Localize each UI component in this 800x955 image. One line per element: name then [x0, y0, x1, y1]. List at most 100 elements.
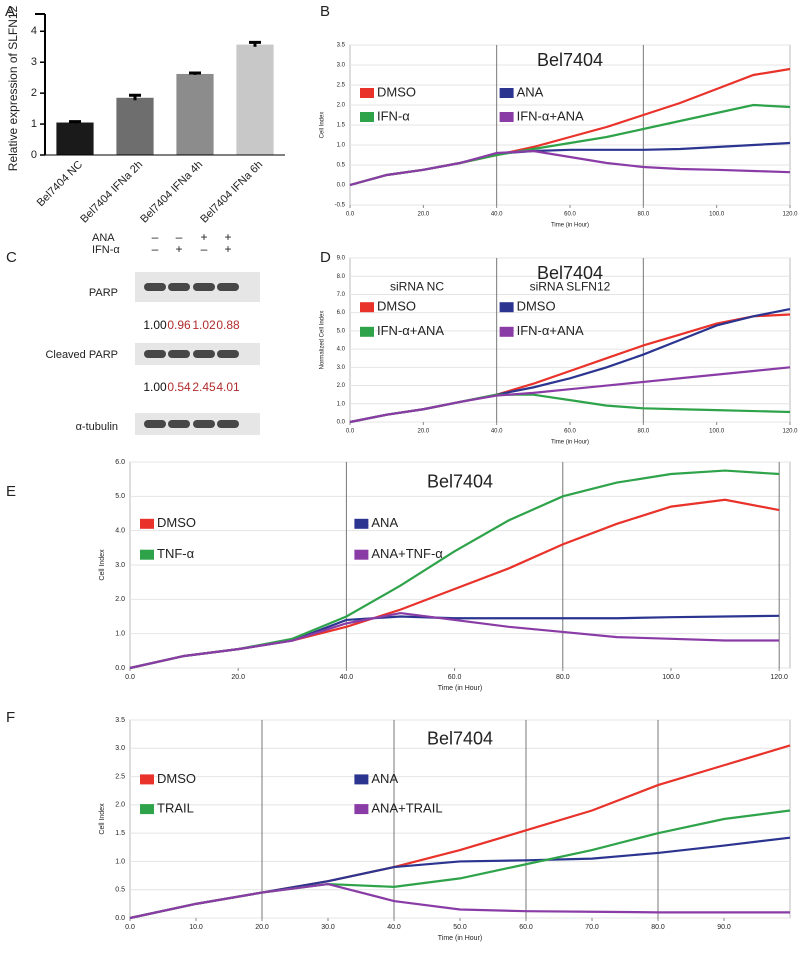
x-axis-label: Time (in Hour) — [551, 440, 589, 446]
x-tick-label: 60.0 — [448, 674, 462, 681]
x-tick-label: 20.0 — [417, 212, 429, 218]
condition-mark: + — [224, 242, 231, 256]
y-tick-label: 4 — [31, 25, 37, 37]
x-tick-label: 100.0 — [709, 429, 725, 435]
y-tick-label: 5.0 — [115, 493, 125, 500]
error-bar — [189, 71, 201, 75]
x-tick-label: 40.0 — [387, 924, 401, 931]
x-tick-label: Bel7404 IFNa 4h — [138, 159, 205, 226]
condition-mark: + — [200, 230, 207, 244]
panel-letter: B — [320, 3, 330, 20]
x-tick-label: 80.0 — [637, 212, 649, 218]
panel-letter: F — [6, 709, 15, 726]
y-tick-label: 1.0 — [337, 401, 346, 407]
band-quantity: 1.00 — [143, 318, 167, 332]
legend-label: TNF-α — [157, 546, 195, 561]
legend-swatch — [354, 804, 369, 815]
blot-band — [144, 283, 166, 291]
chart-title: Bel7404 — [427, 471, 493, 491]
y-axis-label: Cell Index — [99, 803, 106, 835]
chart-title: Bel7404 — [427, 729, 493, 749]
band-quantity: 0.96 — [167, 318, 191, 332]
y-tick-label: 3.5 — [115, 717, 125, 724]
x-tick-label: 50.0 — [453, 924, 467, 931]
band-quantity: 0.88 — [216, 318, 240, 332]
x-tick-label: 80.0 — [651, 924, 665, 931]
y-tick-label: 2.5 — [337, 83, 346, 89]
x-tick-label: 80.0 — [556, 674, 570, 681]
x-tick-label: 0.0 — [346, 429, 355, 435]
y-tick-label: 5.0 — [337, 328, 346, 334]
x-tick-label: 100.0 — [709, 212, 725, 218]
y-tick-label: 0.0 — [337, 183, 346, 189]
legend-swatch — [140, 549, 154, 560]
condition-mark: + — [175, 242, 182, 256]
band-label: Cleaved PARP — [45, 349, 118, 361]
band-label: α-tubulin — [76, 421, 118, 433]
bar — [236, 44, 274, 155]
series-line — [349, 366, 791, 424]
y-tick-label: 6.0 — [337, 310, 346, 316]
blot-band — [193, 283, 215, 291]
legend-label: DMSO — [157, 771, 196, 786]
band-quantity: 1.02 — [192, 318, 216, 332]
y-tick-label: 0.5 — [115, 887, 125, 894]
error-bar — [69, 120, 81, 124]
condition-mark: – — [152, 242, 159, 256]
x-axis-label: Time (in Hour) — [438, 685, 482, 692]
x-tick-label: 0.0 — [346, 212, 355, 218]
x-tick-label: 70.0 — [585, 924, 599, 931]
legend-swatch — [140, 804, 154, 815]
y-tick-label: 3.0 — [337, 365, 346, 371]
band-quantity: 2.45 — [192, 380, 216, 394]
x-tick-label: 120.0 — [770, 674, 788, 681]
blot-band — [168, 420, 190, 428]
x-tick-label: 100.0 — [662, 674, 680, 681]
condition-label: ANA — [92, 232, 115, 244]
error-bar — [249, 40, 261, 47]
y-tick-label: 3.0 — [115, 562, 125, 569]
x-tick-label: 90.0 — [717, 924, 731, 931]
x-tick-label: 10.0 — [189, 924, 203, 931]
x-tick-label: 40.0 — [340, 674, 354, 681]
x-tick-label: 60.0 — [519, 924, 533, 931]
blot-band — [168, 283, 190, 291]
legend-swatch — [354, 774, 369, 785]
y-tick-label: 6.0 — [115, 459, 125, 466]
legend-label: ANA — [371, 515, 398, 530]
series-line — [349, 149, 791, 187]
x-tick-label: 20.0 — [255, 924, 269, 931]
legend-swatch — [360, 112, 374, 122]
legend-label: ANA+TNF-α — [371, 546, 443, 561]
chart-title: Bel7404 — [537, 50, 603, 70]
legend-swatch — [354, 549, 369, 560]
legend-label: IFN-α+ANA — [517, 108, 584, 123]
legend-label: ANA — [517, 84, 544, 99]
legend-swatch — [140, 774, 154, 785]
x-axis-label: Time (in Hour) — [551, 223, 589, 229]
y-tick-label: 1 — [31, 118, 37, 130]
y-tick-label: 9.0 — [337, 256, 346, 262]
blot-band — [193, 420, 215, 428]
x-tick-label: Bel7404 IFNa 2h — [78, 159, 145, 226]
y-axis-label: Normalized Cell Index — [320, 311, 326, 370]
panel-letter: E — [6, 483, 16, 500]
y-tick-label: 3 — [31, 56, 37, 68]
condition-mark: – — [152, 230, 159, 244]
y-tick-label: 7.0 — [337, 292, 346, 298]
y-tick-label: 3.0 — [115, 745, 125, 752]
y-tick-label: -0.5 — [335, 203, 346, 209]
y-axis-label: Cell Index — [320, 112, 326, 139]
y-tick-label: 3.0 — [337, 63, 346, 69]
y-tick-label: 2.0 — [115, 802, 125, 809]
y-axis-label: Cell Index — [99, 549, 106, 581]
y-tick-label: 0.0 — [115, 915, 125, 922]
legend-swatch — [499, 112, 514, 122]
legend-label: DMSO — [157, 515, 196, 530]
x-tick-label: Bel7404 IFNa 6h — [198, 159, 265, 226]
blot-band — [217, 350, 239, 358]
y-tick-label: 1.5 — [115, 830, 125, 837]
x-axis-label: Time (in Hour) — [438, 935, 482, 942]
legend-label: IFN-α+ANA — [377, 323, 444, 338]
